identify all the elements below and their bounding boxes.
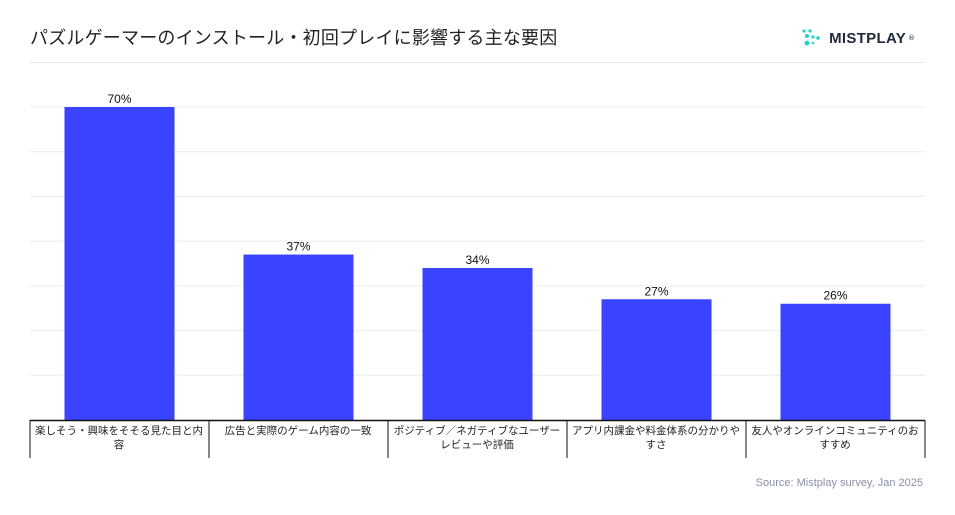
header-divider xyxy=(30,62,925,63)
chart-title: パズルゲーマーのインストール・初回プレイに影響する主な要因 xyxy=(30,28,558,49)
bar-data-label: 27% xyxy=(644,284,668,298)
brand-name: MISTPLAY xyxy=(829,29,906,47)
x-tick-label: 広告と実際のゲーム内容の一致 xyxy=(224,425,372,437)
x-tick-label: アプリ内課金や料金体系の分かりやすさ xyxy=(572,425,740,451)
bar xyxy=(601,299,712,420)
brand-logo: MISTPLAY ® xyxy=(801,27,915,49)
bar-data-label: 37% xyxy=(286,240,310,254)
brand-registered-mark: ® xyxy=(908,34,915,42)
bar xyxy=(64,107,175,420)
bar xyxy=(243,254,354,420)
bar-data-label: 70% xyxy=(107,92,131,106)
x-tick-label: 楽しそう・興味をそそる見た目と内容 xyxy=(35,425,203,451)
x-tick-label: ポジティブ／ネガティブなユーザーレビューや評価 xyxy=(393,425,561,451)
source-note: Source: Mistplay survey, Jan 2025 xyxy=(755,477,923,489)
bar-data-label: 34% xyxy=(465,253,489,267)
bar-data-label: 26% xyxy=(823,289,847,303)
mistplay-logo-icon xyxy=(802,29,820,46)
x-tick-label: 友人やオンラインコミュニティのおすすめ xyxy=(751,425,919,451)
bar xyxy=(422,267,533,420)
bar xyxy=(780,303,891,420)
